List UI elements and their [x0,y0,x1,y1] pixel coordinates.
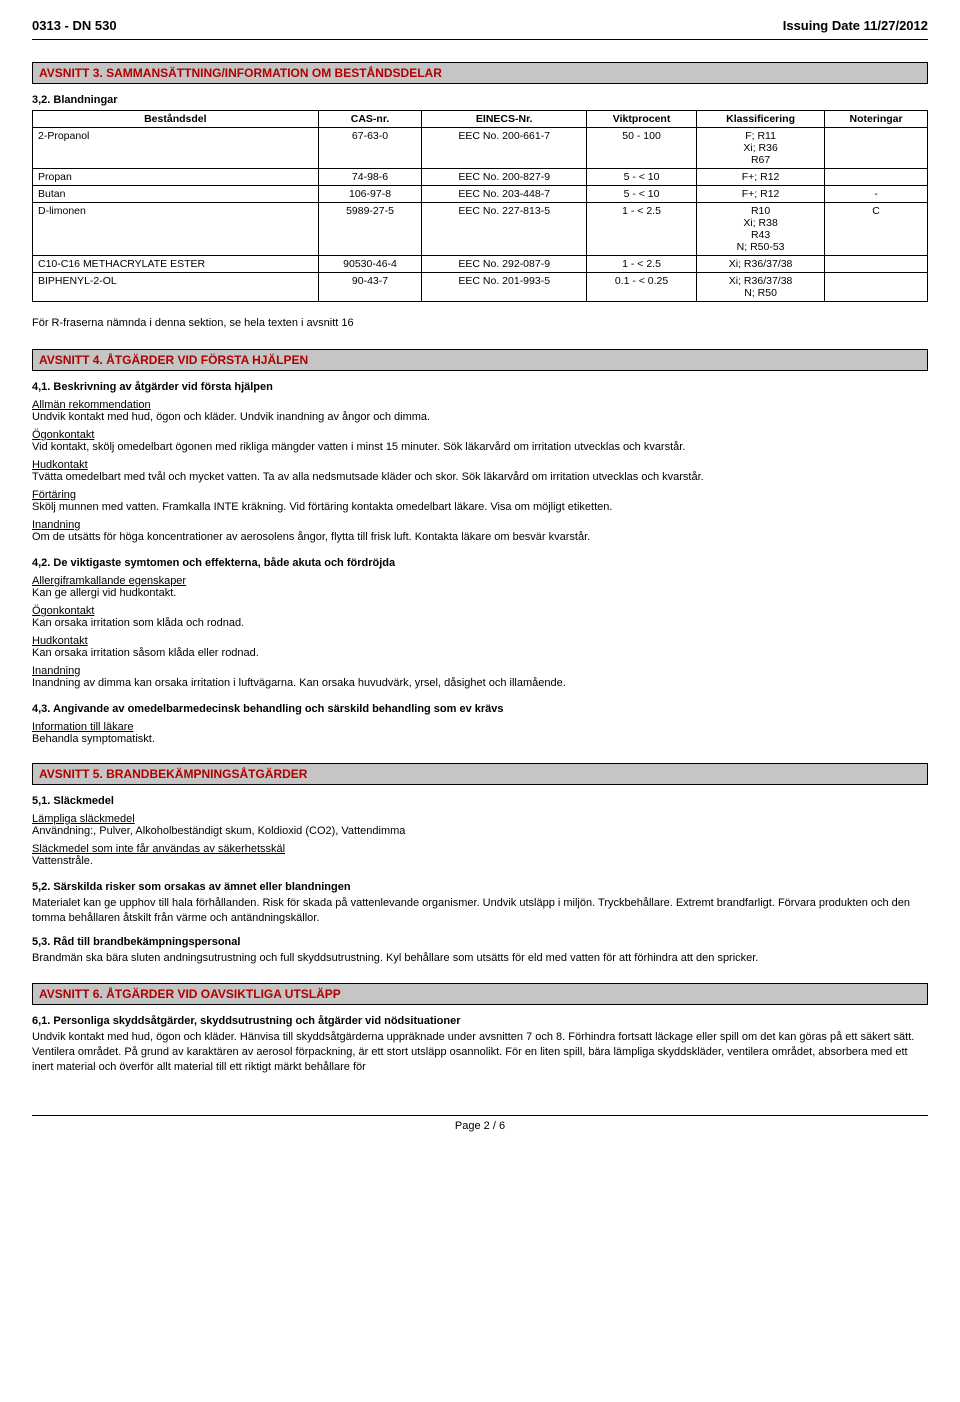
table-cell: R10Xi; R38R43N; R50-53 [697,203,825,256]
table-header-row: Beståndsdel CAS-nr. EINECS-Nr. Viktproce… [33,111,928,128]
table-cell [825,273,928,302]
table-cell: EEC No. 292-087-9 [422,256,587,273]
skin2-text: Kan orsaka irritation såsom klåda eller … [32,647,259,659]
unsuitable-media-label: Släckmedel som inte får användas av säke… [32,843,285,855]
table-cell [825,256,928,273]
inhalation-label: Inandning [32,519,80,531]
general-rec-label: Allmän rekommendation [32,399,151,411]
eye2-label: Ögonkontakt [32,605,94,617]
eye-contact-label: Ögonkontakt [32,429,94,441]
mixtures-heading: 3,2. Blandningar [32,94,928,106]
col-weight: Viktprocent [587,111,697,128]
table-cell: Xi; R36/37/38N; R50 [697,273,825,302]
table-cell: 5 - < 10 [587,169,697,186]
table-cell: - [825,186,928,203]
table-cell: EEC No. 200-661-7 [422,128,587,169]
table-cell [825,169,928,186]
table-cell: 90-43-7 [318,273,422,302]
unsuitable-media-text: Vattenstråle. [32,855,93,867]
table-cell: 2-Propanol [33,128,319,169]
page-footer: Page 2 / 6 [32,1115,928,1132]
doc-code: 0313 - DN 530 [32,18,117,33]
table-cell [825,128,928,169]
skin2-label: Hudkontakt [32,635,88,647]
s5-3-text: Brandmän ska bära sluten andningsutrustn… [32,951,928,966]
section4-title: AVSNITT 4. ÅTGÄRDER VID FÖRSTA HJÄLPEN [32,349,928,371]
suitable-media-text: Användning:, Pulver, Alkoholbeständigt s… [32,825,405,837]
allergen-label: Allergiframkallande egenskaper [32,575,186,587]
s5-2-heading: 5,2. Särskilda risker som orsakas av ämn… [32,881,928,893]
s4-3-heading: 4,3. Angivande av omedelbarmedecinsk beh… [32,703,928,715]
doctor-info-text: Behandla symptomatiskt. [32,733,155,745]
s4-2-heading: 4,2. De viktigaste symtomen och effekter… [32,557,928,569]
ingestion-text: Skölj munnen med vatten. Framkalla INTE … [32,501,612,513]
general-rec-text: Undvik kontakt med hud, ögon och kläder.… [32,411,430,423]
eye-contact-text: Vid kontakt, skölj omedelbart ögonen med… [32,441,685,453]
table-cell: 106-97-8 [318,186,422,203]
col-notes: Noteringar [825,111,928,128]
skin-contact-text: Tvätta omedelbart med tvål och mycket va… [32,471,704,483]
s5-3-heading: 5,3. Råd till brandbekämpningspersonal [32,936,928,948]
table-cell: D-limonen [33,203,319,256]
table-row: C10-C16 METHACRYLATE ESTER90530-46-4EEC … [33,256,928,273]
table-cell: F; R11Xi; R36R67 [697,128,825,169]
table-cell: 74-98-6 [318,169,422,186]
col-classification: Klassificering [697,111,825,128]
table-row: D-limonen5989-27-5EEC No. 227-813-51 - <… [33,203,928,256]
table-cell: Butan [33,186,319,203]
table-cell: C [825,203,928,256]
col-einecs: EINECS-Nr. [422,111,587,128]
doctor-info-label: Information till läkare [32,721,134,733]
s4-1-heading: 4,1. Beskrivning av åtgärder vid första … [32,381,928,393]
s6-1-heading: 6,1. Personliga skyddsåtgärder, skyddsut… [32,1015,928,1027]
table-cell: EEC No. 201-993-5 [422,273,587,302]
table-cell: BIPHENYL-2-OL [33,273,319,302]
suitable-media-label: Lämpliga släckmedel [32,813,135,825]
table-cell: 5 - < 10 [587,186,697,203]
table-cell: 90530-46-4 [318,256,422,273]
inh2-text: Inandning av dimma kan orsaka irritation… [32,677,566,689]
issuing-date: Issuing Date 11/27/2012 [783,18,928,33]
table-cell: 1 - < 2.5 [587,203,697,256]
table-cell: 50 - 100 [587,128,697,169]
allergen-text: Kan ge allergi vid hudkontakt. [32,587,176,599]
table-cell: EEC No. 227-813-5 [422,203,587,256]
col-cas: CAS-nr. [318,111,422,128]
table-row: BIPHENYL-2-OL90-43-7EEC No. 201-993-50.1… [33,273,928,302]
table-cell: 67-63-0 [318,128,422,169]
table-cell: Xi; R36/37/38 [697,256,825,273]
ingredients-table: Beståndsdel CAS-nr. EINECS-Nr. Viktproce… [32,110,928,302]
ingestion-label: Förtäring [32,489,76,501]
inhalation-text: Om de utsätts för höga koncentrationer a… [32,531,590,543]
s6-1-text: Undvik kontakt med hud, ögon och kläder.… [32,1030,928,1075]
header-rule [32,39,928,40]
section3-title: AVSNITT 3. SAMMANSÄTTNING/INFORMATION OM… [32,62,928,84]
s5-1-heading: 5,1. Släckmedel [32,795,928,807]
r-phrase-note: För R-fraserna nämnda i denna sektion, s… [32,316,928,331]
table-row: 2-Propanol67-63-0EEC No. 200-661-750 - 1… [33,128,928,169]
table-cell: 1 - < 2.5 [587,256,697,273]
table-cell: 5989-27-5 [318,203,422,256]
section6-title: AVSNITT 6. ÅTGÄRDER VID OAVSIKTLIGA UTSL… [32,983,928,1005]
table-cell: EEC No. 203-448-7 [422,186,587,203]
table-cell: 0.1 - < 0.25 [587,273,697,302]
col-substance: Beståndsdel [33,111,319,128]
table-cell: EEC No. 200-827-9 [422,169,587,186]
inh2-label: Inandning [32,665,80,677]
table-cell: F+; R12 [697,169,825,186]
table-cell: Propan [33,169,319,186]
eye2-text: Kan orsaka irritation som klåda och rodn… [32,617,244,629]
section5-title: AVSNITT 5. BRANDBEKÄMPNINGSÅTGÄRDER [32,763,928,785]
skin-contact-label: Hudkontakt [32,459,88,471]
s5-2-text: Materialet kan ge upphov till hala förhå… [32,896,928,926]
table-row: Propan74-98-6EEC No. 200-827-95 - < 10F+… [33,169,928,186]
table-cell: C10-C16 METHACRYLATE ESTER [33,256,319,273]
table-cell: F+; R12 [697,186,825,203]
table-row: Butan106-97-8EEC No. 203-448-75 - < 10F+… [33,186,928,203]
